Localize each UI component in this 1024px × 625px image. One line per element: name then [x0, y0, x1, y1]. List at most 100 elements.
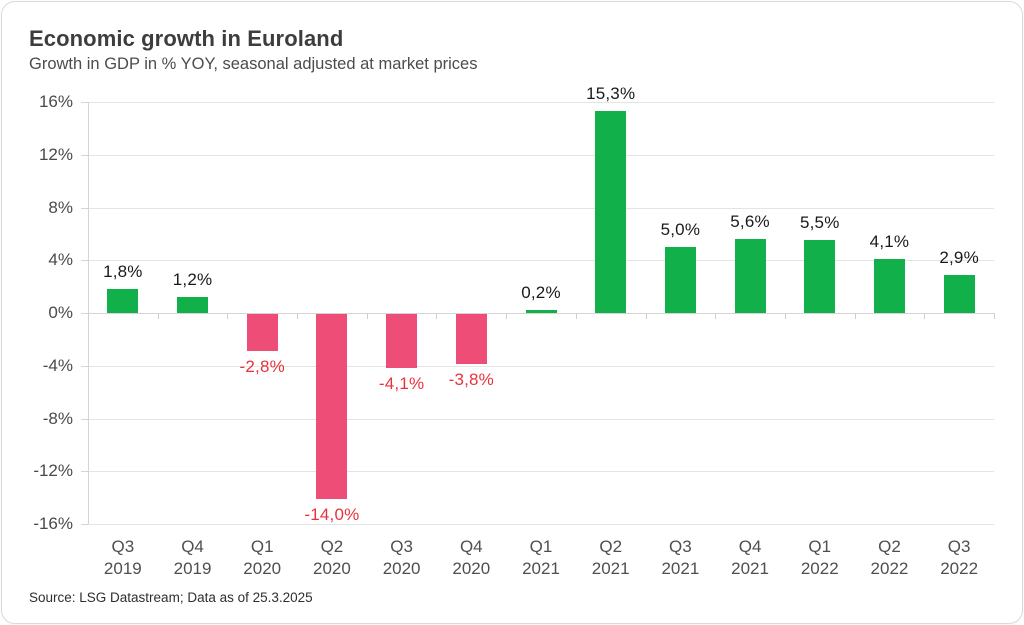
y-axis-tick: [81, 524, 88, 525]
bar-value-label: 2,9%: [939, 247, 979, 267]
y-axis-label: 16%: [38, 92, 73, 111]
x-axis-label-year: 2020: [243, 559, 282, 578]
bar-value-label: 5,0%: [660, 220, 701, 240]
bar-value-label: 0,2%: [521, 283, 561, 303]
x-axis-label-quarter: Q3: [390, 537, 413, 556]
x-axis-label-quarter: Q2: [320, 537, 344, 556]
bar-value-label: -4,1%: [378, 374, 425, 394]
y-axis-label: 0%: [48, 303, 73, 322]
x-axis-label-year: 2021: [591, 559, 630, 578]
y-axis-label: -4%: [42, 355, 73, 375]
bar-Q4-2019: [177, 297, 209, 313]
x-axis-label-quarter: Q1: [529, 537, 553, 556]
x-axis-label-year: 2021: [731, 559, 769, 578]
x-axis-label-quarter: Q1: [808, 537, 832, 556]
bar-Q2-2022: [873, 258, 905, 313]
bar-value-label: -14,0%: [304, 504, 360, 524]
bar-value-label: -2,8%: [239, 356, 285, 376]
x-axis-label-year: 2022: [870, 559, 909, 578]
bar-value-label: -3,8%: [448, 370, 494, 390]
x-axis-label: Q2 2021: [571, 536, 651, 580]
gridline: [88, 471, 994, 473]
x-axis-tick: [924, 313, 926, 319]
x-axis-label: Q3 2021: [640, 536, 720, 580]
x-axis-label-year: 2020: [452, 559, 491, 578]
x-axis-label-year: 2020: [313, 559, 351, 578]
x-axis-label: Q3 2020: [362, 536, 442, 580]
x-axis-label: Q1 2021: [501, 536, 581, 580]
bar-Q2-2020: [316, 314, 348, 499]
bar-value-label: 15,3%: [586, 84, 636, 104]
chart-title: Economic growth in Euroland: [29, 26, 344, 51]
gridline: [88, 102, 994, 103]
x-axis-tick: [784, 313, 786, 319]
bar-Q1-2021: [525, 310, 557, 313]
y-axis-label: 4%: [48, 250, 73, 270]
bar-value-label: 1,8%: [103, 262, 143, 282]
x-axis-label-quarter: Q4: [738, 537, 762, 556]
y-axis-tick: [81, 313, 88, 314]
gridline: [88, 524, 994, 525]
y-axis-tick: [81, 207, 88, 209]
y-axis-label: 8%: [48, 197, 73, 217]
chart-subtitle: Growth in GDP in % YOY, seasonal adjuste…: [29, 55, 478, 73]
x-axis-tick: [854, 313, 856, 319]
x-axis-label: Q3 2022: [919, 536, 999, 580]
y-axis-label: -16%: [33, 514, 73, 533]
zero-axis-line: [88, 313, 994, 314]
gridline: [88, 365, 994, 367]
bar-Q1-2020: [246, 314, 278, 351]
x-axis-tick: [297, 313, 299, 319]
y-axis-tick: [81, 154, 88, 156]
x-axis-label: Q1 2020: [222, 536, 302, 580]
x-axis-label-quarter: Q4: [181, 537, 204, 556]
bar-Q1-2022: [804, 240, 836, 313]
y-axis-tick: [81, 260, 88, 262]
x-axis-label: Q4 2020: [431, 536, 511, 580]
y-axis-tick: [81, 418, 88, 420]
x-axis-tick: [88, 313, 89, 319]
bar-value-label: 1,2%: [172, 270, 213, 290]
x-axis-label-year: 2021: [522, 559, 560, 578]
x-axis-tick: [994, 313, 995, 319]
x-axis-label-quarter: Q3: [947, 537, 971, 556]
bar-value-label: 5,5%: [799, 213, 840, 233]
x-axis-label-year: 2020: [382, 559, 421, 578]
bar-Q4-2021: [734, 239, 766, 313]
x-axis-tick: [575, 313, 577, 319]
x-axis-tick: [366, 313, 368, 319]
x-axis-label-quarter: Q1: [250, 537, 274, 556]
bar-Q3-2020: [386, 314, 418, 369]
y-axis-tick: [81, 471, 88, 473]
x-axis-label-quarter: Q2: [878, 537, 901, 556]
x-axis-label: Q2 2020: [292, 536, 372, 580]
x-axis-label-year: 2019: [103, 559, 142, 578]
x-axis-label: Q4 2021: [710, 536, 790, 580]
gridline: [88, 207, 994, 209]
y-axis-tick: [81, 365, 88, 367]
bar-Q3-2021: [664, 247, 696, 313]
x-axis-label-quarter: Q4: [459, 537, 483, 556]
x-axis-label-quarter: Q3: [669, 537, 692, 556]
x-axis-label: Q2 2022: [849, 536, 929, 580]
y-axis-label: -12%: [33, 461, 73, 481]
x-axis-tick: [227, 313, 229, 319]
x-axis-tick: [715, 313, 717, 319]
gridline: [88, 260, 994, 262]
gridline: [88, 154, 994, 156]
x-axis-label-quarter: Q3: [111, 537, 135, 556]
gridline: [88, 418, 994, 420]
x-axis-label: Q4 2019: [153, 536, 233, 580]
bar-value-label: 5,6%: [730, 212, 770, 232]
y-axis-label: -8%: [42, 408, 73, 428]
x-axis-tick: [645, 313, 647, 319]
source-note: Source: LSG Datastream; Data as of 25.3.…: [29, 590, 313, 605]
x-axis-tick: [436, 313, 438, 319]
y-axis-tick: [81, 102, 88, 103]
bar-Q2-2021: [595, 111, 627, 313]
x-axis-label-year: 2021: [661, 559, 700, 578]
bar-Q3-2019: [107, 289, 139, 313]
x-axis-label: Q3 2019: [83, 536, 163, 580]
x-axis-label: Q1 2022: [780, 536, 860, 580]
